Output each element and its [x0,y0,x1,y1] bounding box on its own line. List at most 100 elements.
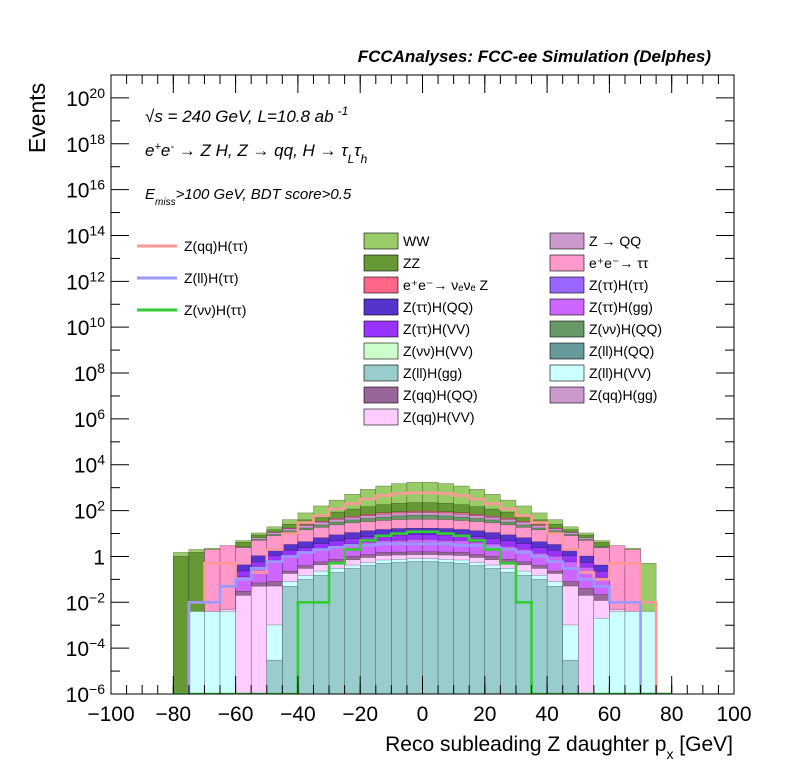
x-axis-label: Reco subleading Z daughter px [GeV] [385,733,733,762]
y-axis-label: Events [24,83,50,153]
legend-bg-label: Z(qq)H(QQ) [403,387,478,403]
legend-signal-label: Z(νν)H(ττ) [184,302,246,318]
legend-bg-label: Z(qq)H(VV) [403,409,475,425]
experiment-title: FCCAnalyses: FCC-ee Simulation (Delphes) [358,47,712,66]
bar-z-ll-h-gg--bin-11 [344,568,361,694]
y-tick-label: 10−4 [66,635,106,661]
bar-z-ll-h-vv--bin-29 [624,611,641,694]
legend-bg-label: Z(νν)H(VV) [403,343,473,359]
bar-z-ll-h-vv--bin-28 [609,611,626,694]
signal-line-z-ll-h- [173,542,672,694]
y-tick-label: 1 [93,546,105,569]
y-tick-label: 10−2 [66,589,106,615]
legend-bg-swatch [363,386,399,404]
y-tick-label: 1016 [66,177,105,203]
y-tick-label: 102 [74,498,105,524]
legend-bg-swatch [363,342,399,360]
legend-bg-label: Z(ττ)H(QQ) [403,299,473,315]
legend-bg-swatch [363,276,399,294]
x-tick-label: 20 [473,703,496,726]
bar-z-ll-h-gg--bin-7 [282,586,299,694]
legend-bg-label: WW [403,233,430,249]
bar-z-ll-h-vv--bin-3 [219,611,236,694]
bar-z-ll-h-gg--bin-6 [266,659,283,694]
legend-bg-label: Z(qq)H(gg) [589,387,657,403]
process-label: e+e- → Z H, Z → qq, H → τLτh [145,141,368,166]
bar-z-ll-h-vv--bin-2 [204,611,221,694]
y-tick-label: 108 [74,360,105,386]
x-axis-ticks: −100 −80 −60 −40 −20 0 20 40 60 80 100 [87,75,752,726]
y-axis-ticks: 10−6 10−4 10−2 1 102 104 106 108 1010 1012 1014 101… [66,74,734,707]
legend-signal-label: Z(qq)H(ττ) [184,238,248,254]
legend-bg-swatch [363,408,399,426]
bar-z-ll-h-gg--bin-17 [437,562,454,694]
legend-bg-label: Z(ττ)H(VV) [403,321,470,337]
bar-z-ll-h-gg--bin-22 [515,575,532,694]
bar-z-ll-h-gg--bin-15 [406,561,423,694]
legend-bg-label: Z(ll)H(gg) [403,365,462,381]
y-tick-label: 104 [74,452,105,478]
x-tick-label: −80 [155,703,191,726]
bar-z-qq-h-vv--bin-4 [235,595,252,694]
legend-bg-swatch [363,254,399,272]
bar-z-ll-h-vv--bin-1 [188,611,205,694]
y-tick-label: 1018 [66,131,105,157]
y-tick-label: 1012 [66,268,105,294]
signal-lines [173,491,672,694]
legend-bg-label: e⁺e⁻→ ττ [589,255,649,271]
legend-bg-swatch [549,386,585,404]
bar-z-ll-h-vv--bin-30 [640,611,657,694]
legend-bg-label: Z → QQ [589,233,641,249]
legend-bg-swatch [549,232,585,250]
x-tick-label: 60 [598,703,621,726]
legend-bg-label: Z(νν)H(QQ) [589,321,662,337]
y-tick-label: 1010 [66,314,105,340]
legend-bg-swatch [549,364,585,382]
bar-z-ll-h-gg--bin-9 [313,575,330,694]
legend-bg-label: Z(ττ)H(gg) [589,299,653,315]
bar-z-ll-h-gg--bin-14 [391,562,408,694]
legend-bg-swatch [549,254,585,272]
bar-z-ll-h-gg--bin-16 [422,561,439,694]
legend-bg-swatch [549,276,585,294]
bar-z-ll-h-gg--bin-12 [360,565,376,694]
bar-z-qq-h-vv--bin-26 [578,595,595,694]
bar-zz-bin-0 [173,556,190,694]
legend-bg-label: Z(ll)H(VV) [589,365,651,381]
x-tick-label: 100 [716,703,751,726]
bar-z-ll-h-gg--bin-8 [297,579,314,694]
legend-bg-label: e⁺e⁻→ νₑνₑ Z [403,277,489,293]
legend-signal-label: Z(ll)H(ττ) [184,270,239,286]
legend-bg-swatch [363,364,399,382]
legend: Z(qq)H(ττ) Z(ll)H(ττ) Z(νν)H(ττ) WW Z → QQ ZZ… [137,232,662,426]
y-tick-label: 1020 [66,85,105,111]
legend-bg-swatch [549,298,585,316]
bar-z-ll-h-gg--bin-24 [546,586,563,694]
x-tick-label: −60 [218,703,254,726]
legend-bg-label: Z(ll)H(QQ) [589,343,654,359]
x-tick-label: 0 [417,703,429,726]
y-tick-label: 10−6 [66,681,106,707]
legend-bg-swatch [549,320,585,338]
bar-z-ll-h-gg--bin-19 [469,565,486,694]
bar-z-ll-h-gg--bin-20 [484,568,501,694]
bar-z-ll-h-gg--bin-21 [500,572,517,694]
x-tick-label: −100 [87,703,134,726]
x-tick-label: 80 [660,703,683,726]
y-tick-label: 106 [74,406,105,432]
bar-z-qq-h-vv--bin-5 [250,586,267,694]
legend-bg-swatch [363,232,399,250]
stacked-bars [173,482,657,694]
bar-z-ll-h-gg--bin-25 [562,659,579,694]
legend-bg-swatch [549,342,585,360]
legend-bg-swatch [363,298,399,316]
legend-bg-label: ZZ [403,255,421,271]
bar-z-ll-h-gg--bin-13 [375,563,392,694]
x-tick-label: 40 [535,703,558,726]
bar-z-ll-h-gg--bin-10 [328,572,345,694]
bar-z-ll-h-gg--bin-18 [453,563,470,694]
bar-z-ll-h-gg--bin-23 [531,579,548,694]
x-tick-label: −20 [342,703,378,726]
selection-cut-label: Emiss>100 GeV, BDT score>0.5 [145,186,352,208]
